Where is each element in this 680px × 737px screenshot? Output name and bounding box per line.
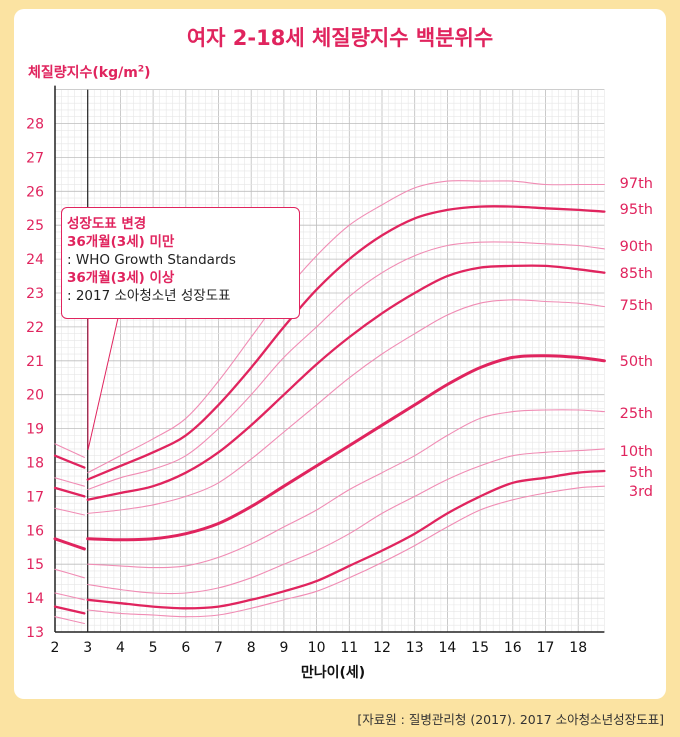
who-series-line-10th [54, 592, 85, 601]
note-line-5: : 2017 소아청소년 성장도표 [67, 288, 231, 304]
y-tick-label: 15 [26, 557, 44, 573]
x-axis-label: 만나이(세) [0, 662, 680, 682]
note-line-2: 36개월(3세) 미만 [67, 234, 175, 250]
series-line-85th [86, 264, 606, 501]
legend-labels: 97th 95th 90th 85th 75th 50th 25th 10th 5th 3rd [620, 176, 653, 500]
x-tick-label: 7 [214, 640, 223, 656]
who-series-line-3rd [54, 616, 85, 625]
x-tick-label: 15 [471, 640, 489, 656]
who-series-line-25th [54, 568, 85, 579]
series-label-50th: 50th [620, 354, 653, 370]
x-tick-label: 8 [247, 640, 256, 656]
y-tick-label: 21 [26, 354, 44, 370]
series-label-75th: 75th [620, 298, 653, 314]
x-tick-label: 17 [537, 640, 555, 656]
chart-grid [54, 89, 605, 633]
who-series-line-5th [53, 605, 86, 615]
x-tick-label: 12 [373, 640, 391, 656]
series-label-5th: 5th [629, 465, 653, 481]
series-line-3rd [87, 485, 605, 618]
who-series-line-97th [54, 443, 85, 458]
x-tick-label: 14 [438, 640, 456, 656]
x-tick-label: 10 [308, 640, 326, 656]
y-tick-label: 22 [26, 320, 44, 336]
chart-change-note: 성장도표 변경 36개월(3세) 미만 : WHO Growth Standar… [61, 207, 300, 319]
who-series-line-50th [53, 537, 86, 551]
who-series-line-75th [54, 507, 85, 516]
series-line-90th [87, 241, 605, 491]
x-axis-label-text: 만나이(세) [300, 665, 366, 681]
chart-series [53, 180, 606, 625]
note-line-4: 36개월(3세) 이상 [67, 270, 175, 286]
who-series-line-90th [54, 477, 85, 487]
y-tick-label: 24 [26, 252, 44, 268]
series-line-95th [86, 205, 606, 481]
y-tick-label: 19 [26, 422, 44, 438]
x-tick-label: 5 [149, 640, 158, 656]
series-line-50th [86, 354, 606, 542]
y-tick-label: 20 [26, 388, 44, 404]
x-tick-label: 13 [406, 640, 424, 656]
x-tick-label: 2 [51, 640, 60, 656]
x-tick-label: 4 [116, 640, 125, 656]
y-tick-label: 23 [26, 286, 44, 302]
series-line-25th [87, 409, 605, 569]
y-axis-label-sup: 2 [137, 64, 145, 75]
series-label-95th: 95th [620, 202, 653, 218]
x-tick-label: 16 [504, 640, 522, 656]
chart-title: 여자 2-18세 체질량지수 백분위수 [186, 26, 494, 50]
series-label-85th: 85th [620, 266, 653, 282]
who-series-line-95th [53, 454, 86, 469]
y-tick-label: 26 [26, 184, 44, 200]
y-axis-label-text: 체질량지수(kg/m [28, 65, 138, 81]
y-tick-label: 16 [26, 523, 44, 539]
y-tick-label: 28 [26, 117, 44, 133]
source-citation: [자료원 : 질병관리청 (2017). 2017 소아청소년성장도표] [357, 712, 664, 727]
series-label-3rd: 3rd [629, 484, 653, 500]
y-axis-label: 체질량지수(kg/m2) [28, 62, 151, 82]
y-tick-label: 25 [26, 218, 44, 234]
y-tick-label: 14 [26, 591, 44, 607]
series-label-25th: 25th [620, 406, 653, 422]
series-line-10th [87, 448, 605, 595]
x-tick-label: 3 [83, 640, 92, 656]
x-tick-label: 11 [340, 640, 358, 656]
y-tick-label: 13 [26, 625, 44, 641]
series-label-90th: 90th [620, 239, 653, 255]
who-series-line-85th [53, 486, 86, 498]
x-tick-label: 9 [279, 640, 288, 656]
series-line-5th [86, 469, 606, 610]
note-pointer [87, 317, 119, 451]
y-axis-label-close: ) [144, 65, 151, 81]
series-line-97th [87, 180, 605, 474]
x-tick-label: 18 [569, 640, 587, 656]
y-tick-label: 27 [26, 150, 44, 166]
series-line-75th [87, 299, 605, 514]
series-label-10th: 10th [620, 444, 653, 460]
y-tick-label: 17 [26, 489, 44, 505]
x-tick-label: 6 [181, 640, 190, 656]
series-label-97th: 97th [620, 176, 653, 192]
note-line-3: : WHO Growth Standards [67, 252, 236, 268]
note-line-1: 성장도표 변경 [67, 216, 147, 232]
y-tick-label: 18 [26, 456, 44, 472]
